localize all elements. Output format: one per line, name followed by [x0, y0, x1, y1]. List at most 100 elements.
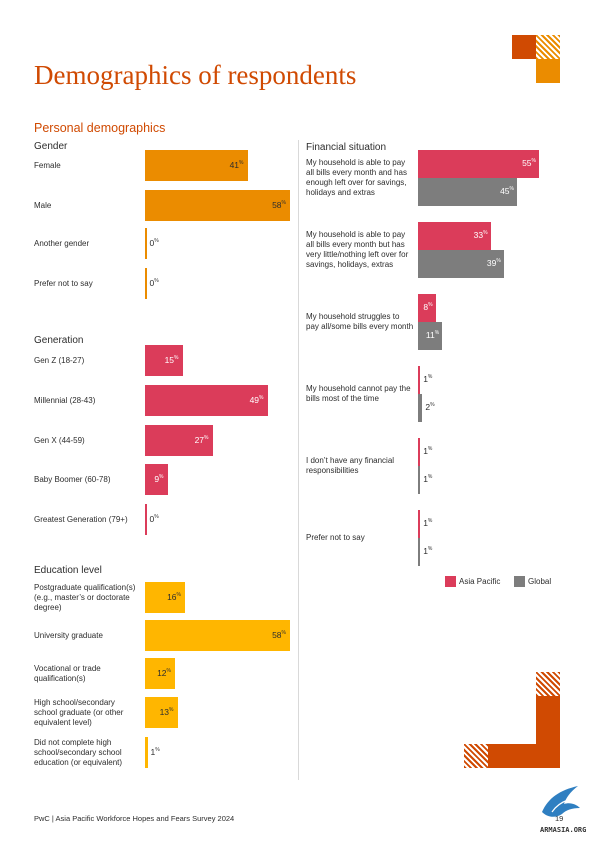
- financial-row-0-asia-pacific-bar: [418, 150, 539, 178]
- financial-row-5-asia-pacific-value-unit: %: [427, 518, 433, 525]
- column-divider: [298, 140, 299, 780]
- generation-row-4-value-number: 0: [149, 513, 155, 524]
- education-row-0-value: 16%: [145, 592, 181, 602]
- financial-row-3-global-value: 2%: [425, 402, 434, 412]
- financial-row-3-label: My household cannot pay the bills most o…: [306, 384, 411, 403]
- financial-row-1-global-value-number: 39: [486, 258, 497, 268]
- generation-row-0-value: 15%: [145, 355, 179, 365]
- legend-label-asia-pacific: Asia Pacific: [459, 577, 501, 586]
- education-row-3-label: High school/secondary school graduate (o…: [34, 697, 124, 727]
- gender-row-1-value-unit: %: [281, 199, 286, 206]
- gender-row-2-value: 0%: [150, 238, 159, 248]
- education-row-2-value-number: 12: [157, 667, 167, 678]
- corner-block-top-dark: [512, 35, 536, 59]
- financial-row-2-label: My household struggles to pay all/some b…: [306, 312, 414, 331]
- bird-logo-icon: [542, 786, 580, 817]
- footer-text: PwC | Asia Pacific Workforce Hopes and F…: [34, 814, 235, 823]
- corner-block-top-amber: [536, 59, 560, 83]
- financial-row-1-global-value-unit: %: [496, 258, 501, 265]
- gender-heading: Gender: [34, 141, 68, 152]
- education-row-2-value-unit: %: [166, 667, 171, 674]
- financial-row-1-asia-pacific-bar: [418, 222, 491, 250]
- education-heading: Education level: [34, 565, 102, 576]
- financial-row-4-asia-pacific-value: 1%: [423, 446, 432, 456]
- education-row-3-bar: [145, 697, 178, 728]
- gender-row-2-bar: [145, 228, 147, 259]
- financial-row-4-global-value: 1%: [423, 474, 432, 484]
- corner-block-bottom-dark-column: [536, 696, 560, 768]
- education-row-0-value-number: 16: [167, 591, 177, 602]
- generation-row-1-value-unit: %: [259, 394, 264, 401]
- education-row-3-value-unit: %: [169, 706, 174, 713]
- generation-row-1-value: 49%: [145, 395, 264, 405]
- financial-row-3-global-value-unit: %: [430, 402, 435, 409]
- corner-block-top-hatch: [536, 35, 560, 59]
- financial-row-5-asia-pacific-value-number: 1: [423, 518, 428, 528]
- generation-row-1-value-number: 49: [249, 394, 260, 405]
- gender-row-0-bar: [145, 150, 248, 181]
- financial-row-0-asia-pacific-value-number: 55: [522, 158, 532, 168]
- generation-row-2-value-unit: %: [204, 434, 209, 441]
- education-row-2-label: Vocational or trade qualification(s): [34, 663, 101, 683]
- financial-row-3-asia-pacific-value-number: 1: [423, 374, 428, 384]
- financial-row-4-global-value-number: 1: [423, 474, 428, 484]
- financial-row-3-global-bar: [418, 394, 423, 422]
- generation-row-0-value-number: 15: [164, 354, 175, 365]
- education-row-1-bar: [145, 620, 290, 651]
- gender-row-2-label: Another gender: [34, 238, 90, 248]
- generation-row-4-value-unit: %: [154, 513, 159, 520]
- financial-row-3-asia-pacific-value-unit: %: [427, 374, 433, 381]
- financial-row-3-global-value-number: 2: [425, 402, 431, 412]
- financial-row-4-asia-pacific-value-number: 1: [423, 446, 428, 456]
- financial-row-1-asia-pacific-value-unit: %: [483, 230, 488, 237]
- financial-row-3-asia-pacific-bar: [418, 366, 421, 394]
- watermark-text: ARMASIA.ORG: [540, 826, 587, 834]
- generation-heading: Generation: [34, 335, 84, 346]
- financial-row-2-asia-pacific-value-unit: %: [428, 302, 433, 309]
- generation-row-3-label: Baby Boomer (60-78): [34, 474, 111, 484]
- financial-row-0-asia-pacific-value-unit: %: [531, 158, 536, 165]
- legend-swatch-global: [514, 576, 525, 587]
- financial-row-1-asia-pacific-value-number: 33: [473, 230, 484, 240]
- financial-row-5-global-bar: [418, 538, 421, 566]
- financial-heading: Financial situation: [306, 142, 387, 153]
- financial-row-0-global-value-unit: %: [509, 186, 514, 193]
- corner-block-bottom-hatch-top: [536, 672, 560, 696]
- legend-swatch-asia-pacific: [445, 576, 456, 587]
- financial-row-5-asia-pacific-value: 1%: [423, 518, 432, 528]
- financial-row-0-global-value-number: 45: [500, 186, 510, 196]
- education-row-1-value: 58%: [145, 630, 286, 640]
- financial-row-4-global-bar: [418, 466, 421, 494]
- financial-row-1-global-value: 39%: [418, 258, 501, 268]
- education-row-1-value-unit: %: [281, 629, 286, 636]
- generation-row-2-value-number: 27: [194, 434, 205, 445]
- gender-row-2-value-unit: %: [154, 237, 159, 244]
- generation-row-3-value-unit: %: [159, 473, 164, 480]
- education-row-2-bar: [145, 658, 175, 689]
- financial-row-5-global-value-unit: %: [427, 546, 433, 553]
- gender-row-0-value-number: 41: [229, 159, 240, 170]
- education-row-0-value-unit: %: [176, 591, 181, 598]
- financial-row-2-asia-pacific-bar: [418, 294, 436, 322]
- financial-row-1-label: My household is able to pay all bills ev…: [306, 230, 409, 269]
- generation-row-0-label: Gen Z (18-27): [34, 355, 85, 365]
- gender-row-0-value-unit: %: [239, 159, 244, 166]
- financial-row-3-asia-pacific-value: 1%: [423, 374, 432, 384]
- education-row-2-value: 12%: [145, 668, 171, 678]
- gender-row-0-label: Female: [34, 160, 61, 170]
- financial-row-0-asia-pacific-value: 55%: [418, 158, 536, 168]
- financial-row-2-asia-pacific-value: 8%: [418, 302, 433, 312]
- page-title: Demographics of respondents: [34, 60, 357, 90]
- generation-row-3-bar: [145, 464, 168, 495]
- generation-row-3-value: 9%: [145, 473, 164, 484]
- gender-row-0-value: 41%: [145, 160, 244, 170]
- education-row-4-value-unit: %: [155, 746, 160, 753]
- gender-row-3-label: Prefer not to say: [34, 278, 93, 288]
- generation-row-2-label: Gen X (44-59): [34, 435, 85, 445]
- education-row-4-value: 1%: [151, 747, 160, 757]
- gender-row-1-label: Male: [34, 200, 52, 210]
- education-row-3-value: 13%: [145, 707, 174, 717]
- financial-row-5-label: Prefer not to say: [306, 533, 365, 542]
- education-row-4-label: Did not complete high school/secondary s…: [34, 737, 123, 767]
- financial-row-2-global-value-number: 11: [425, 330, 435, 340]
